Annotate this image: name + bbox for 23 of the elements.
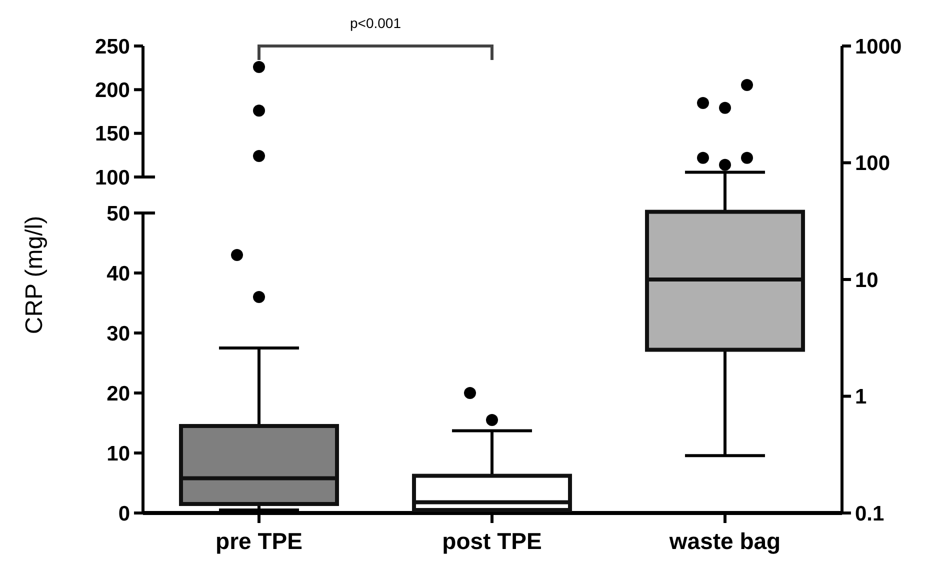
- y-tick-label: 1: [855, 386, 867, 409]
- y-tick-label: 200: [94, 79, 130, 102]
- y-tick-label: 30: [106, 322, 130, 346]
- point: [253, 150, 265, 162]
- y-tick-label: 10: [855, 268, 878, 292]
- x-tick-label: post TPE: [442, 528, 542, 554]
- y-tick-label: 20: [106, 382, 130, 406]
- point: [253, 60, 265, 73]
- y-tick-label: 40: [106, 262, 130, 286]
- y-tick-label: 250: [94, 35, 130, 58]
- y-axis-title: CRP (mg/l): [21, 216, 48, 334]
- y-tick-label: 100: [94, 166, 130, 190]
- y-tick-label: 10: [106, 442, 130, 466]
- text: p<0.001: [350, 15, 402, 31]
- y-tick-label: 0: [118, 502, 130, 526]
- y-tick-label: 1000: [855, 35, 902, 58]
- x-tick-label: waste bag: [668, 528, 781, 554]
- y-tick-label: 150: [94, 122, 130, 146]
- y-tick-label: 100: [855, 152, 890, 176]
- point: [253, 104, 265, 117]
- y-tick-label: 50: [106, 202, 130, 226]
- x-tick-label: pre TPE: [216, 528, 302, 554]
- y-tick-label: 0.1: [855, 502, 885, 526]
